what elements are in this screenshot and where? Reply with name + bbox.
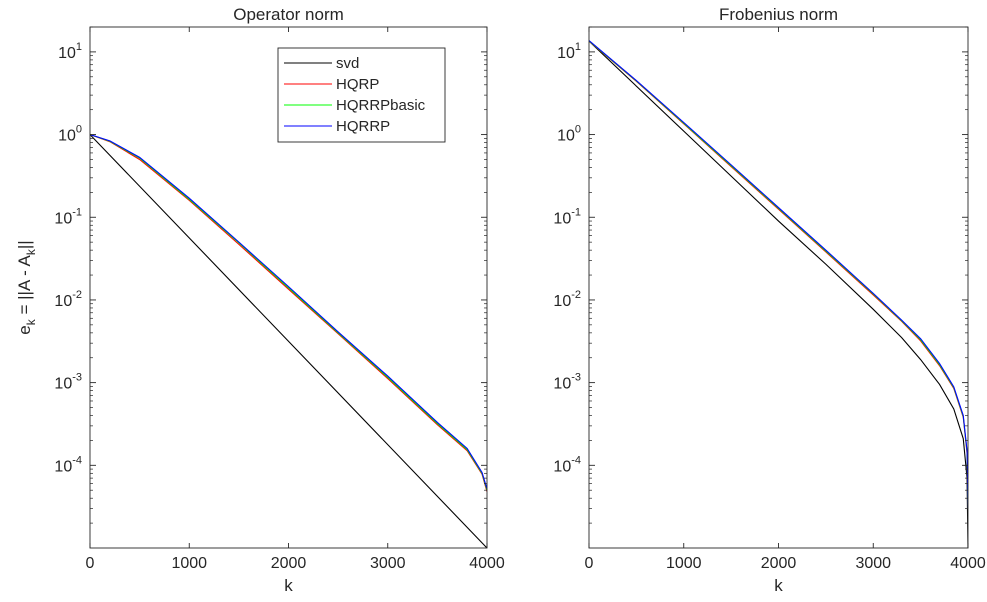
y-tick-exponent: 0 <box>575 124 581 136</box>
y-tick-exponent: -1 <box>72 206 82 218</box>
y-tick-exponent: -3 <box>571 372 581 384</box>
y-tick-base: 10 <box>553 376 571 393</box>
y-tick-base: 10 <box>54 458 72 475</box>
x-tick-label: 0 <box>86 555 95 572</box>
y-tick-base: 10 <box>553 293 571 310</box>
legend-label-hqrrp: HQRRP <box>336 118 390 135</box>
y-tick-base: 10 <box>54 210 72 227</box>
y-tick-base: 10 <box>553 458 571 475</box>
y-tick-exponent: -1 <box>571 206 581 218</box>
series-group <box>90 134 487 548</box>
y-tick-label: 101 <box>58 41 82 62</box>
chart-title: Operator norm <box>233 5 344 24</box>
series-line-svd <box>589 40 968 548</box>
x-tick-label: 4000 <box>469 555 505 572</box>
y-tick-exponent: -2 <box>571 289 581 301</box>
x-axis-label: k <box>774 576 783 595</box>
y-tick-label: 10-1 <box>553 206 581 227</box>
x-tick-label: 1000 <box>171 555 207 572</box>
y-tick-base: 10 <box>54 376 72 393</box>
series-line-svd <box>90 134 487 548</box>
y-tick-label: 10-2 <box>553 289 581 310</box>
y-axis-label: ek = ||A - Ak|| <box>15 240 38 334</box>
x-tick-label: 3000 <box>370 555 406 572</box>
y-tick-base: 10 <box>557 45 575 62</box>
x-tick-label: 0 <box>585 555 594 572</box>
series-line-hqrrp <box>90 134 487 489</box>
y-tick-base: 10 <box>557 128 575 145</box>
legend-label-hqrrpbasic: HQRRPbasic <box>336 97 426 114</box>
y-tick-exponent: -4 <box>571 454 581 466</box>
y-tick-exponent: 0 <box>76 124 82 136</box>
y-tick-label: 10-3 <box>54 372 82 393</box>
y-tick-label: 101 <box>557 41 581 62</box>
y-tick-exponent: -2 <box>72 289 82 301</box>
chart-title: Frobenius norm <box>719 5 838 24</box>
y-tick-exponent: 1 <box>76 41 82 53</box>
series-line-hqrrp <box>589 40 968 509</box>
y-tick-exponent: -4 <box>72 454 82 466</box>
y-tick-label: 10-3 <box>553 372 581 393</box>
y-label-end: || <box>15 240 34 249</box>
y-tick-base: 10 <box>58 45 76 62</box>
legend-label-svd: svd <box>336 55 359 72</box>
x-tick-label: 2000 <box>761 555 797 572</box>
y-tick-label: 100 <box>557 124 581 145</box>
y-tick-base: 10 <box>54 293 72 310</box>
y-tick-label: 100 <box>58 124 82 145</box>
y-tick-label: 10-4 <box>553 454 581 475</box>
y-tick-label: 10-1 <box>54 206 82 227</box>
legend: svd HQRP HQRRPbasic HQRRP <box>277 47 446 143</box>
y-label-sub: k <box>24 318 38 325</box>
x-tick-label: 1000 <box>666 555 702 572</box>
series-line-hqrp <box>90 134 487 492</box>
y-tick-label: 10-2 <box>54 289 82 310</box>
y-tick-exponent: 1 <box>575 41 581 53</box>
y-label-base: e <box>15 325 34 334</box>
x-tick-label: 3000 <box>855 555 891 572</box>
y-label-sub2: k <box>24 248 38 255</box>
x-axis-label: k <box>284 576 293 595</box>
y-tick-exponent: -3 <box>72 372 82 384</box>
y-tick-base: 10 <box>553 210 571 227</box>
series-line-hqrrpbasic <box>90 134 487 491</box>
x-tick-label: 4000 <box>950 555 986 572</box>
y-label-mid: = ||A - A <box>15 254 34 319</box>
x-tick-label: 2000 <box>271 555 307 572</box>
series-group <box>589 40 968 548</box>
y-tick-label: 10-4 <box>54 454 82 475</box>
legend-label-hqrp: HQRP <box>336 76 379 93</box>
y-tick-base: 10 <box>58 128 76 145</box>
